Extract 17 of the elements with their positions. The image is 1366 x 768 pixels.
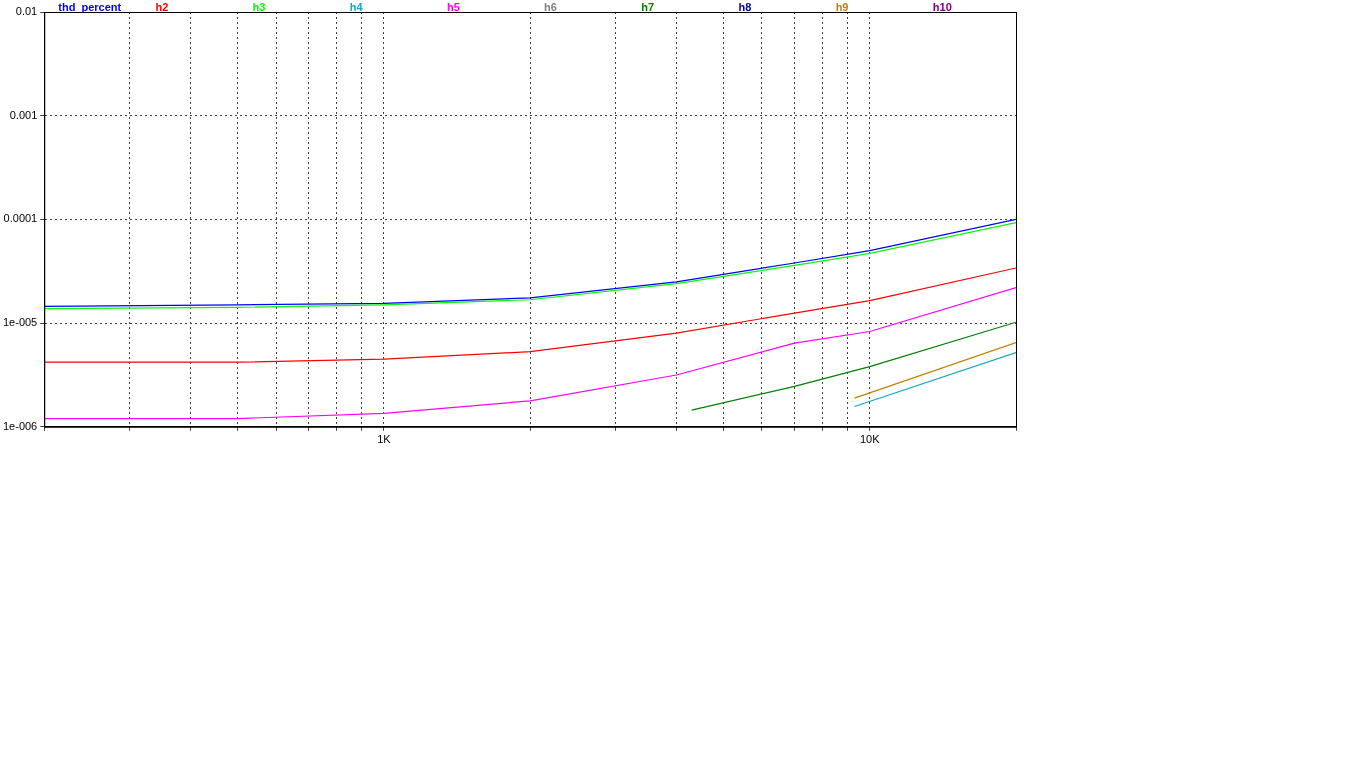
x-tick-label: 1K (377, 433, 392, 446)
text: h4 (349, 1, 364, 14)
text: h7 (641, 1, 655, 14)
text: h5 (446, 1, 460, 14)
text: h3 (252, 1, 266, 14)
y-tick-label: 0.01 (15, 5, 38, 18)
text: h2 (155, 1, 169, 14)
text: thd_percent (58, 1, 122, 14)
y-tick-label: 1e-005 (2, 316, 38, 329)
text: h9 (835, 1, 849, 14)
legend-label: h10 (932, 1, 952, 14)
legend-label: h6 (544, 1, 557, 14)
x-tick-label: 10K (859, 433, 881, 446)
y-tick-label: 0.0001 (3, 212, 38, 225)
legend-label: h8 (738, 1, 752, 14)
y-tick-label: 1e-006 (2, 419, 38, 432)
y-tick-label: 0.001 (9, 108, 38, 121)
